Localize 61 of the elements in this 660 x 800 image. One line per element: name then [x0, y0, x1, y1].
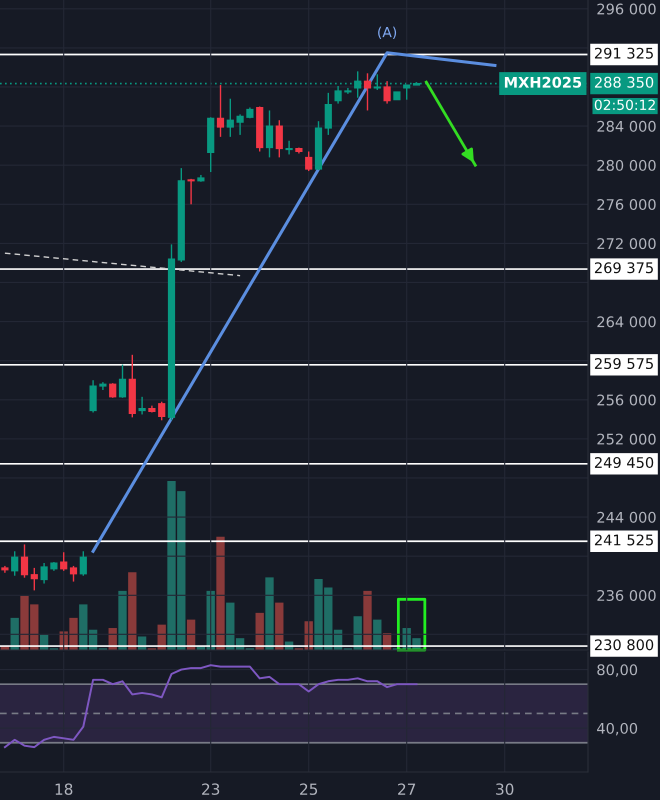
x-tick-label: 23: [202, 783, 220, 795]
candlestick: [138, 396, 146, 416]
candlestick: [266, 110, 274, 158]
ref-line-label: 259 575: [594, 358, 653, 370]
x-tick-label: 27: [398, 783, 416, 795]
y-tick-label: 284 000: [597, 120, 656, 132]
annotation: (A): [378, 26, 396, 39]
bar: [216, 536, 225, 650]
candlestick: [11, 550, 18, 576]
y-tick-label: 252 000: [597, 434, 656, 445]
y-tick-label: 264 000: [597, 316, 656, 328]
candlestick: [246, 106, 254, 119]
ref-line-label: 230 800: [594, 639, 654, 650]
ref-line-label: 291 325: [594, 48, 653, 59]
candlestick: [20, 544, 28, 578]
bar: [256, 612, 264, 650]
y-tick-label: 276 000: [597, 199, 656, 210]
candlestick: [226, 98, 234, 138]
bar: [186, 620, 196, 650]
bar: [275, 602, 284, 650]
candlestick: [276, 120, 283, 158]
candlestick: [364, 72, 372, 112]
bar: [265, 577, 274, 650]
candlestick: [158, 401, 166, 421]
candlestick: [118, 364, 126, 399]
candlestick: [236, 114, 244, 136]
x-tick-label: 18: [56, 783, 72, 795]
ref-line-label: 288 350: [594, 76, 654, 88]
y-tick-label: 236 000: [597, 590, 656, 602]
ref-line-label: 269 375: [594, 262, 653, 274]
candlestick: [60, 552, 68, 572]
candlestick: [188, 178, 195, 205]
bar: [10, 618, 19, 650]
y-tick-label: 296 000: [597, 4, 656, 15]
y-tick-label: 244 000: [597, 512, 656, 523]
candlestick: [109, 382, 116, 399]
candlestick: [384, 80, 391, 104]
bar: [128, 572, 136, 650]
annotation: MXH2025: [504, 76, 582, 88]
ref-line-label: 249 450: [594, 456, 654, 468]
candlestick: [70, 565, 78, 582]
ref-line-label: 241 525: [594, 534, 653, 546]
candlestick: [80, 550, 87, 576]
candlestick: [40, 562, 48, 584]
candlestick: [305, 150, 312, 172]
candlestick: [286, 140, 293, 156]
text: 02:50:12: [594, 100, 655, 110]
line-series: [4, 664, 418, 748]
y-tick-label: 272 000: [597, 238, 656, 250]
candlestick: [30, 567, 38, 592]
y-tick-label: 280 000: [597, 160, 656, 171]
bar: [373, 620, 382, 650]
candlestick: [334, 85, 342, 104]
y-tick-label: 40,00: [597, 722, 638, 736]
y-tick-label: 256 000: [597, 394, 656, 406]
y-tick-label: 80,00: [597, 664, 638, 677]
candlestick: [354, 70, 362, 98]
candlestick: [324, 92, 332, 136]
candlestick: [216, 84, 224, 138]
x-tick-label: 25: [300, 783, 318, 795]
x-tick-label: 30: [496, 783, 514, 795]
